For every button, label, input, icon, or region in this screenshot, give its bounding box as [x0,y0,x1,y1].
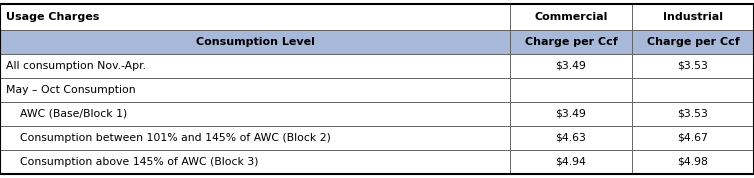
Bar [510,150,632,174]
Text: $4.94: $4.94 [556,157,587,167]
Bar [510,78,632,102]
Text: All consumption Nov.-Apr.: All consumption Nov.-Apr. [6,61,146,71]
Text: $4.67: $4.67 [678,133,709,143]
Text: $4.98: $4.98 [678,157,709,167]
Text: Charge per Ccf: Charge per Ccf [647,37,740,47]
Text: Industrial: Industrial [663,12,723,22]
Text: Commercial: Commercial [535,12,608,22]
Bar [632,4,754,30]
Bar [0,54,510,78]
Text: $3.49: $3.49 [556,61,587,71]
Bar [632,150,754,174]
Bar [0,150,510,174]
Text: AWC (Base/Block 1): AWC (Base/Block 1) [6,109,127,119]
Text: $3.53: $3.53 [678,61,709,71]
Bar [0,30,510,54]
Text: Charge per Ccf: Charge per Ccf [525,37,618,47]
Bar [510,4,632,30]
Bar [632,54,754,78]
Text: $4.63: $4.63 [556,133,587,143]
Bar [0,4,510,30]
Text: $3.49: $3.49 [556,109,587,119]
Bar [0,102,510,126]
Bar [632,126,754,150]
Text: Consumption Level: Consumption Level [195,37,314,47]
Text: Consumption between 101% and 145% of AWC (Block 2): Consumption between 101% and 145% of AWC… [6,133,331,143]
Text: Consumption above 145% of AWC (Block 3): Consumption above 145% of AWC (Block 3) [6,157,259,167]
Bar [510,102,632,126]
Bar [632,30,754,54]
Bar [510,126,632,150]
Bar [510,30,632,54]
Text: May – Oct Consumption: May – Oct Consumption [6,85,136,95]
Bar [632,78,754,102]
Text: $3.53: $3.53 [678,109,709,119]
Bar [510,54,632,78]
Bar [0,126,510,150]
Text: Usage Charges: Usage Charges [6,12,100,22]
Bar [632,102,754,126]
Bar [0,78,510,102]
